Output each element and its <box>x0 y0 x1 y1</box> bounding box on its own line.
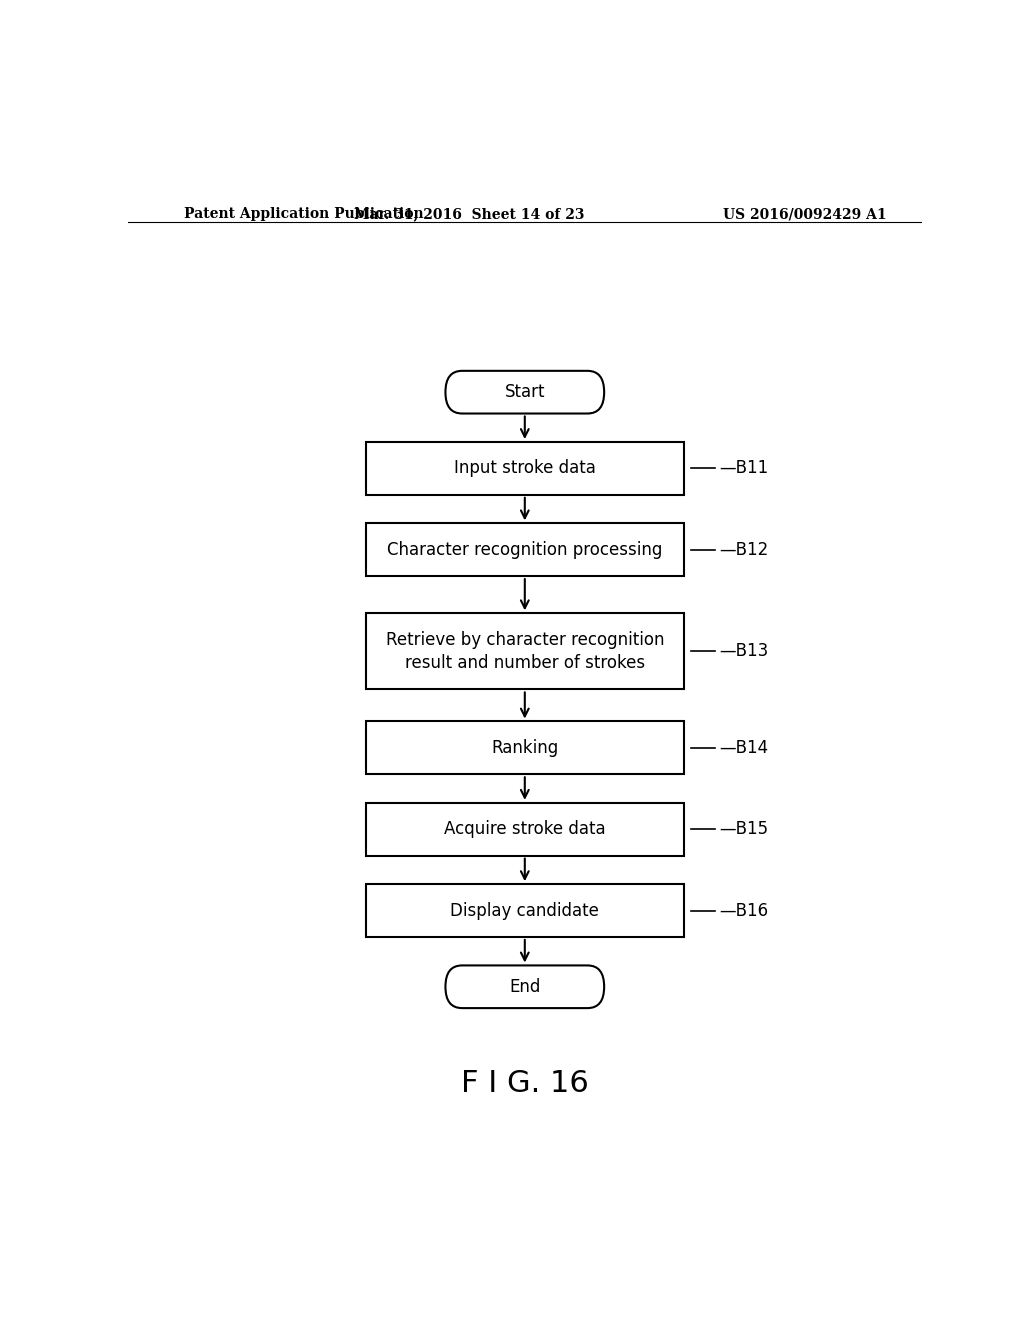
FancyBboxPatch shape <box>367 614 684 689</box>
Text: —B13: —B13 <box>719 643 768 660</box>
Text: —B11: —B11 <box>719 459 768 478</box>
Text: —B14: —B14 <box>719 739 768 756</box>
Text: —B12: —B12 <box>719 541 768 558</box>
FancyBboxPatch shape <box>367 722 684 775</box>
Text: End: End <box>509 978 541 995</box>
Text: F I G. 16: F I G. 16 <box>461 1069 589 1098</box>
Text: Mar. 31, 2016  Sheet 14 of 23: Mar. 31, 2016 Sheet 14 of 23 <box>354 207 585 222</box>
Text: Patent Application Publication: Patent Application Publication <box>183 207 423 222</box>
FancyBboxPatch shape <box>367 884 684 937</box>
FancyBboxPatch shape <box>445 371 604 413</box>
Text: Acquire stroke data: Acquire stroke data <box>444 820 605 838</box>
Text: Ranking: Ranking <box>492 739 558 756</box>
Text: Retrieve by character recognition
result and number of strokes: Retrieve by character recognition result… <box>386 631 664 672</box>
Text: Start: Start <box>505 383 545 401</box>
Text: Display candidate: Display candidate <box>451 902 599 920</box>
FancyBboxPatch shape <box>367 803 684 855</box>
Text: Input stroke data: Input stroke data <box>454 459 596 478</box>
Text: —B16: —B16 <box>719 902 768 920</box>
Text: Character recognition processing: Character recognition processing <box>387 541 663 558</box>
Text: US 2016/0092429 A1: US 2016/0092429 A1 <box>723 207 887 222</box>
FancyBboxPatch shape <box>367 523 684 576</box>
Text: —B15: —B15 <box>719 820 768 838</box>
FancyBboxPatch shape <box>445 965 604 1008</box>
FancyBboxPatch shape <box>367 442 684 495</box>
